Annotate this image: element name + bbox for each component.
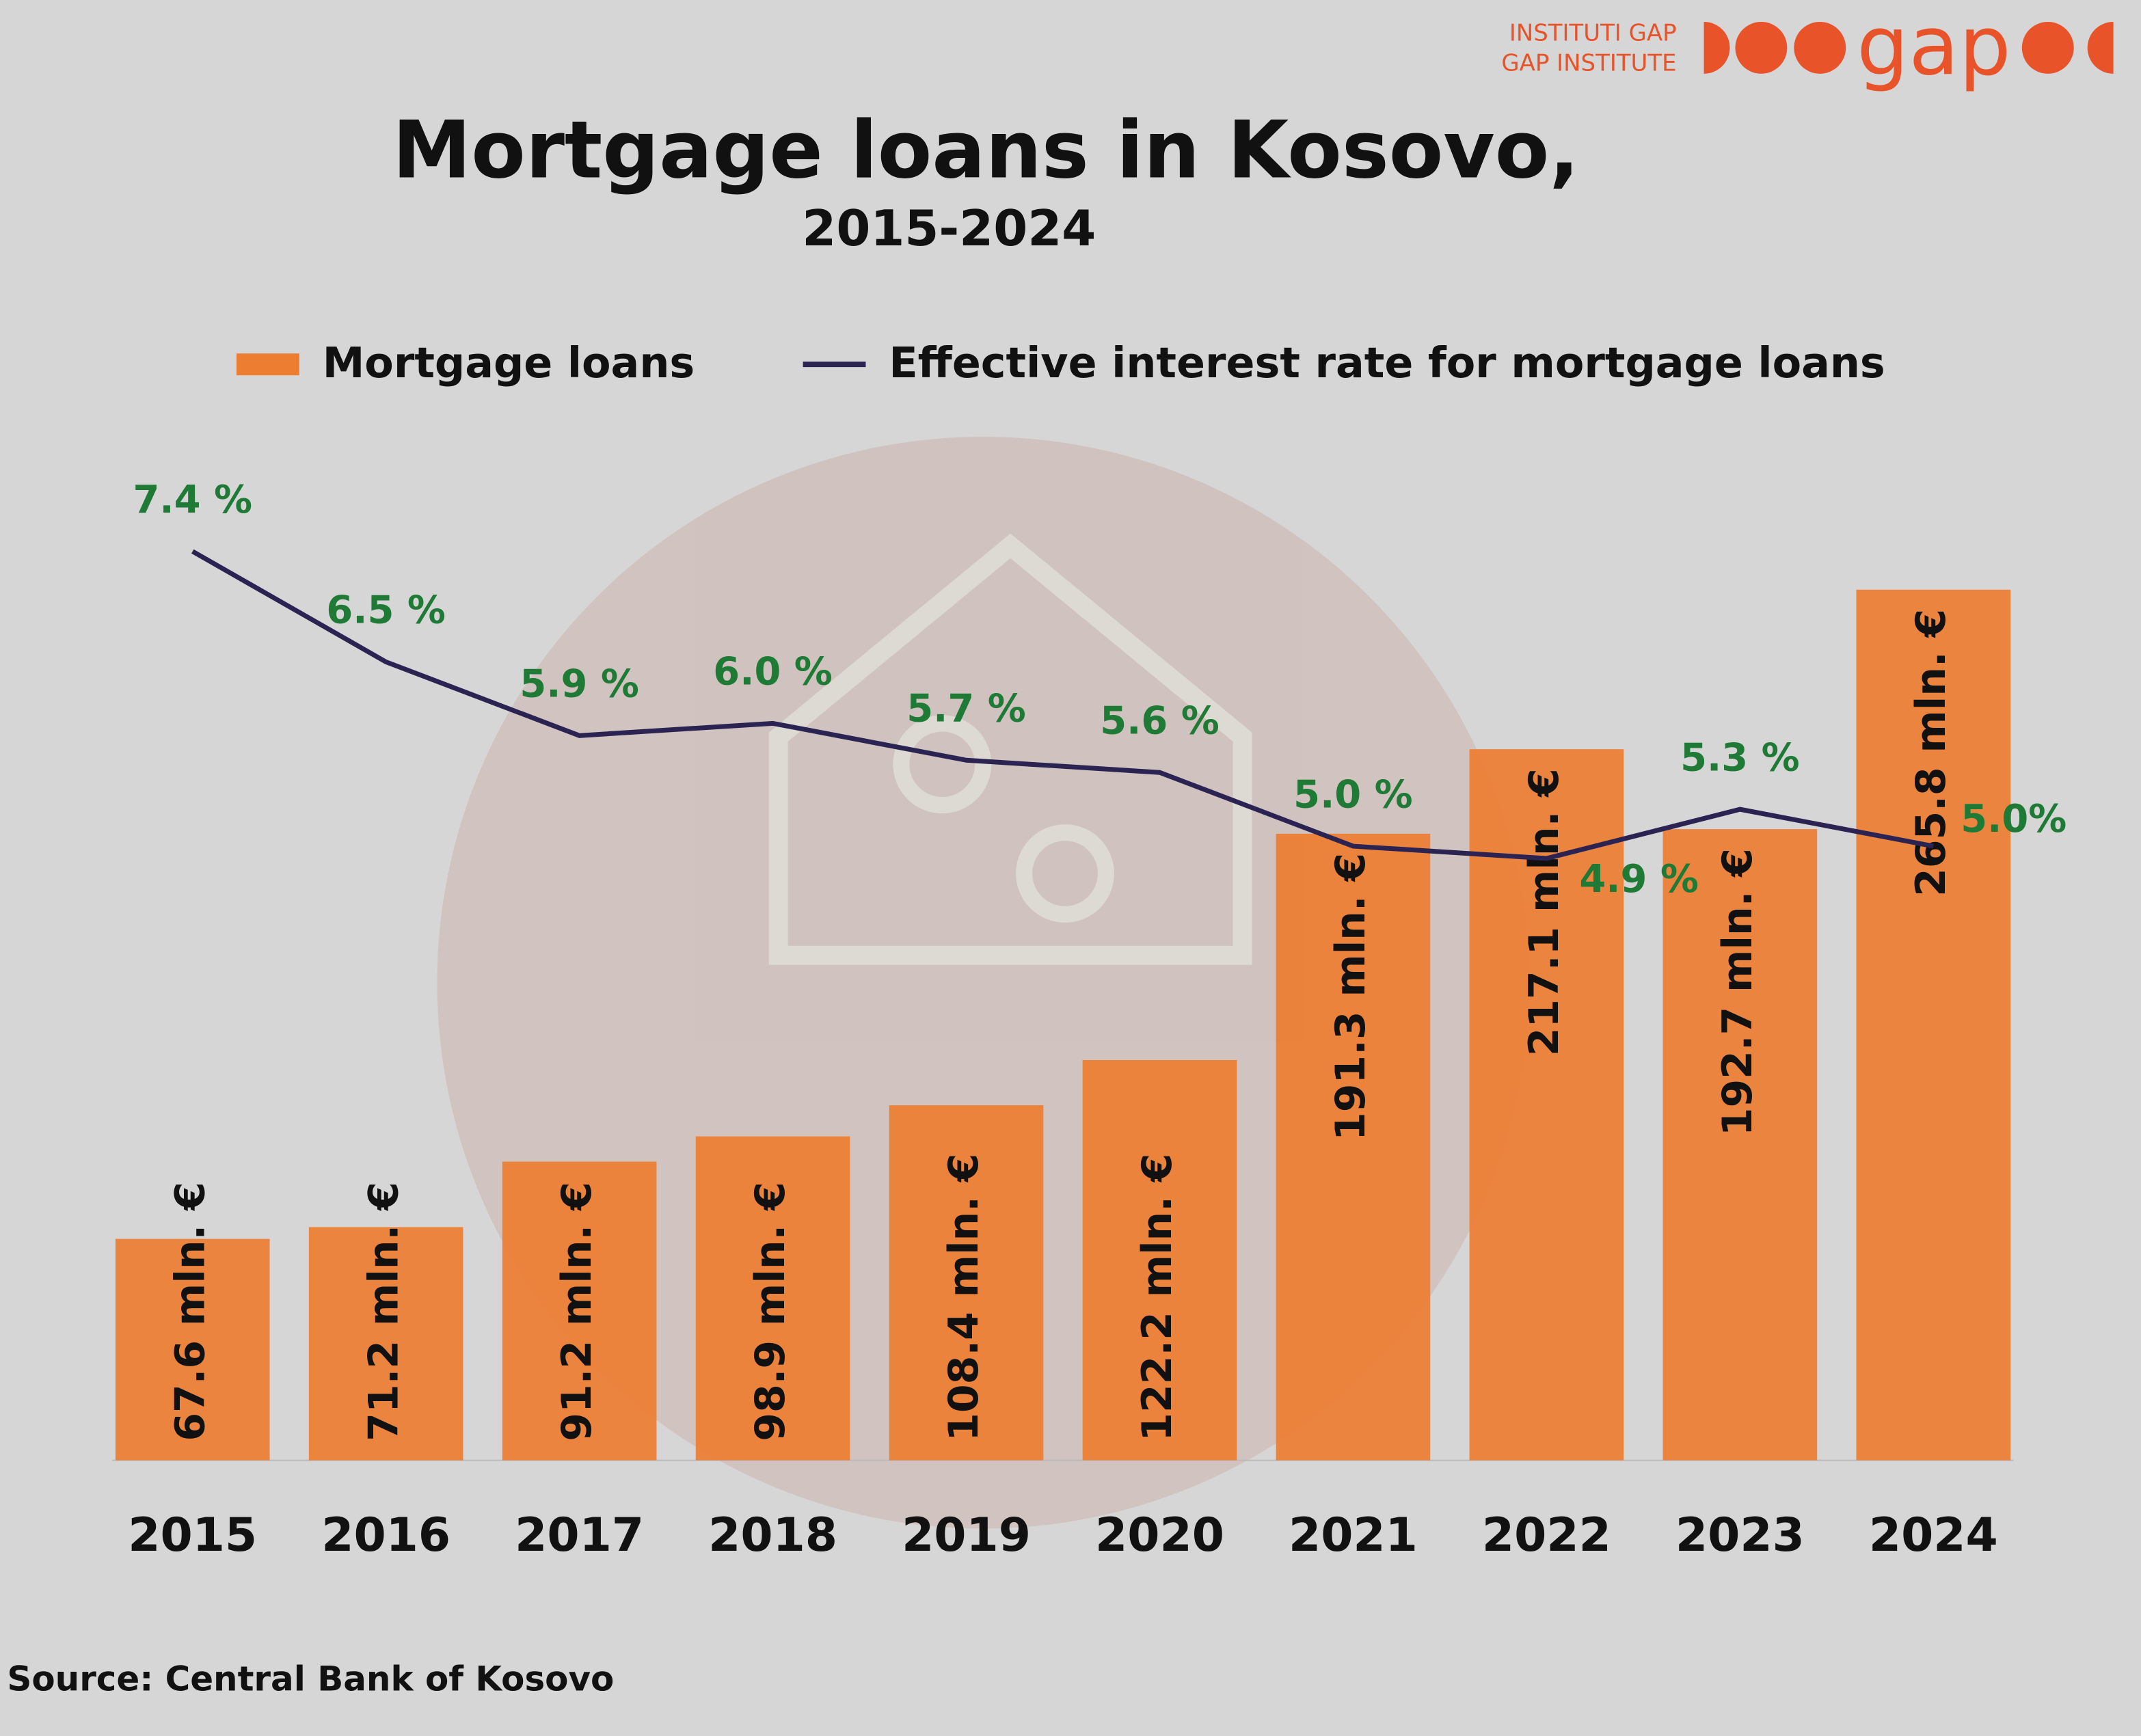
x-tick-label: 2017 [515,1508,644,1562]
x-tick-label: 2021 [1289,1508,1418,1562]
bar-value-label: 265.8 mln. € [1907,609,1955,897]
bar-value-label: 98.9 mln. € [746,1182,794,1441]
bar [308,1227,463,1461]
line-value-label: 4.9 % [1579,857,1699,901]
bar [1856,589,2011,1461]
bar [1662,829,1818,1461]
logo-text: GAP INSTITUTE [1501,49,1676,77]
x-tick-label: 2024 [1869,1508,1998,1562]
bar-value-label: 67.6 mln. € [166,1182,214,1441]
bar [1469,749,1624,1461]
chart-title: Mortgage loans in Kosovo, [392,105,1579,196]
line-value-label: 5.0 % [1293,772,1413,817]
line-value-label: 5.7 % [906,686,1026,731]
line-value-label: 6.5 % [326,588,446,633]
line-value-label: 5.3 % [1680,735,1800,780]
line-value-label: 6.0 % [713,650,833,694]
x-tick-label: 2016 [321,1508,450,1562]
bar [889,1105,1044,1461]
bar-value-label: 91.2 mln. € [553,1182,601,1441]
legend-label: Mortgage loans [323,338,695,388]
logo: INSTITUTI GAP GAP INSTITUTE gap [1501,0,2114,94]
bar [695,1136,850,1461]
source: Source: Central Bank of Kosovo [7,1659,614,1699]
bar [1082,1059,1237,1461]
line-value-label: 5.6 % [1100,699,1220,743]
x-tick-label: 2022 [1482,1508,1611,1562]
bar [115,1238,270,1461]
x-tick-label: 2023 [1675,1508,1805,1562]
line-value-label: 7.4 % [133,478,252,522]
bar-value-label: 192.7 mln. € [1714,848,1762,1136]
bar [1276,833,1431,1461]
x-tick-label: 2020 [1095,1508,1224,1562]
line-value-label: 5.9 % [520,662,639,707]
legend-label: Effective interest rate for mortgage loa… [889,338,1885,388]
line-value-label: 5.0% [1961,797,2066,841]
x-tick-label: 2019 [902,1508,1031,1562]
x-tick-label: 2015 [128,1508,257,1562]
legend-swatch [236,353,299,376]
bar-value-label: 71.2 mln. € [360,1182,407,1441]
logo-wordmark: gap [1857,0,2010,94]
line [191,549,1934,861]
x-tick-label: 2018 [708,1508,837,1562]
bar [502,1161,657,1461]
bar-value-label: 122.2 mln. € [1133,1154,1181,1441]
bar-value-label: 217.1 mln. € [1520,768,1568,1056]
logo-text: INSTITUTI GAP [1509,19,1677,46]
bar-value-label: 191.3 mln. € [1327,853,1375,1141]
bar-value-label: 108.4 mln. € [940,1154,988,1441]
chart-subtitle: 2015-2024 [802,200,1096,257]
